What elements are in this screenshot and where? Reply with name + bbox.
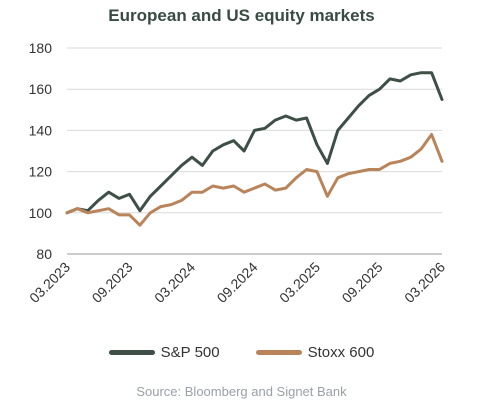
legend-item-stoxx600: Stoxx 600 [255, 344, 375, 361]
y-tick-label: 80 [36, 246, 52, 262]
y-tick-label: 100 [29, 205, 53, 221]
legend-item-sp500: S&P 500 [108, 344, 220, 361]
chart-title: European and US equity markets [108, 6, 375, 25]
series-line-sp500 [65, 71, 444, 215]
series-line-stoxx600 [65, 133, 444, 227]
x-tick-label: 03.2026 [401, 259, 448, 306]
legend-label-stoxx600: Stoxx 600 [307, 344, 375, 361]
legend-swatch-stoxx600 [255, 350, 302, 355]
series-lines [65, 71, 444, 227]
legend-swatch-sp500 [108, 350, 155, 355]
gridlines [67, 47, 442, 255]
x-tick-label: 09.2023 [89, 259, 136, 306]
x-tick-label: 03.2023 [26, 259, 73, 306]
x-tick-label: 03.2024 [151, 259, 198, 306]
y-axis-ticks: 80 100 120 140 160 180 [29, 40, 53, 262]
x-axis-ticks: 03.2023 09.2023 03.2024 09.2024 03.2025 09.20… [26, 259, 448, 306]
y-tick-label: 140 [29, 122, 53, 138]
y-tick-label: 180 [29, 40, 53, 56]
y-tick-label: 160 [29, 81, 53, 97]
x-tick-label: 03.2025 [276, 259, 323, 306]
source-note: Source: Bloomberg and Signet Bank [136, 384, 347, 399]
legend-label-sp500: S&P 500 [160, 344, 220, 361]
y-tick-label: 120 [29, 164, 53, 180]
x-tick-label: 09.2024 [214, 259, 261, 306]
x-tick-label: 09.2025 [339, 259, 386, 306]
legend: S&P 500 Stoxx 600 [0, 344, 483, 361]
